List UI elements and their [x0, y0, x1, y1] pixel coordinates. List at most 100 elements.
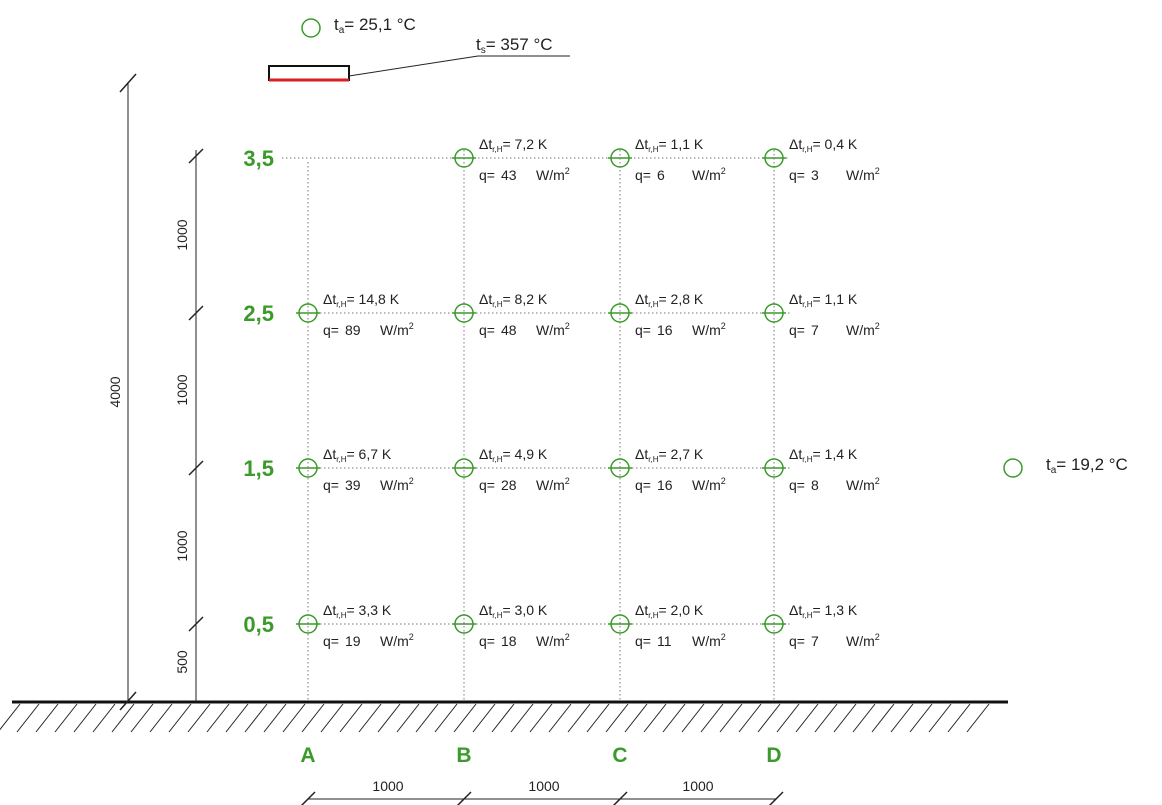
hatch-stroke: [890, 703, 914, 733]
hatch-stroke: [73, 703, 97, 733]
hatch-stroke: [244, 703, 268, 733]
hatch-stroke: [586, 703, 610, 733]
sensor-marker-icon: [610, 303, 630, 323]
delta-t-label: Δtr,H= 1,3 K: [789, 602, 858, 620]
level-label: 1,5: [243, 456, 274, 481]
heat-flux-label: q= 39: [323, 477, 361, 493]
delta-t-label: Δtr,H= 2,0 K: [635, 602, 704, 620]
ambient-top-sensor: ta= 25,1 °C: [301, 15, 416, 38]
sensor-point-b-3_5: Δtr,H= 7,2 K q= 43 W/m2: [452, 136, 570, 183]
hdim-label-0: 1000: [372, 778, 403, 794]
ground-hatching: [0, 703, 990, 733]
hatch-stroke: [434, 703, 458, 733]
sensor-marker-icon: [454, 614, 474, 634]
hatch-stroke: [757, 703, 781, 733]
heat-flux-label: q= 43: [479, 167, 517, 183]
sensor-marker-icon: [610, 614, 630, 634]
sensor-marker-icon: [454, 303, 474, 323]
hatch-stroke: [320, 703, 344, 733]
delta-t-label: Δtr,H= 7,2 K: [479, 136, 548, 154]
heat-flux-unit: W/m2: [846, 166, 880, 183]
hatch-stroke: [510, 703, 534, 733]
delta-t-label: Δtr,H= 8,2 K: [479, 291, 548, 309]
hatch-stroke: [795, 703, 819, 733]
column-label-d: D: [766, 744, 781, 767]
hatch-stroke: [681, 703, 705, 733]
delta-t-label: Δtr,H= 14,8 K: [323, 291, 400, 309]
hatch-stroke: [529, 703, 553, 733]
hatch-stroke: [643, 703, 667, 733]
ambient-right-label: ta= 19,2 °C: [1046, 455, 1128, 476]
hatch-stroke: [453, 703, 477, 733]
hatch-stroke: [738, 703, 762, 733]
total-height-label: 4000: [107, 376, 123, 407]
hatch-stroke: [301, 703, 325, 733]
delta-t-label: Δtr,H= 2,8 K: [635, 291, 704, 309]
heat-flux-label: q= 8: [789, 477, 819, 493]
hatch-stroke: [54, 703, 78, 733]
hatch-stroke: [491, 703, 515, 733]
sensor-point-a-1_5: Δtr,H= 6,7 K q= 39 W/m2: [296, 446, 414, 493]
ambient-right-sensor: ta= 19,2 °C: [1003, 455, 1128, 478]
level-label: 0,5: [243, 612, 274, 637]
sensor-marker-icon: [454, 458, 474, 478]
hdim-label-2: 1000: [682, 778, 713, 794]
heat-flux-label: q= 28: [479, 477, 517, 493]
hatch-stroke: [206, 703, 230, 733]
sensor-marker-icon: [764, 614, 784, 634]
heat-flux-unit: W/m2: [692, 476, 726, 493]
ambient-top-label: ta= 25,1 °C: [334, 15, 416, 36]
sensor-point-d-3_5: Δtr,H= 0,4 K q= 3 W/m2: [762, 136, 880, 183]
sensor-point-d-2_5: Δtr,H= 1,1 K q= 7 W/m2: [762, 291, 880, 338]
level-dimension-chain: 1000 1000 1000 500: [174, 148, 204, 702]
sensor-marker-icon: [764, 303, 784, 323]
heat-flux-unit: W/m2: [536, 632, 570, 649]
hatch-stroke: [966, 703, 990, 733]
delta-t-label: Δtr,H= 3,3 K: [323, 602, 392, 620]
heat-flux-unit: W/m2: [380, 321, 414, 338]
dim-label-1: 1000: [174, 530, 190, 561]
hatch-stroke: [149, 703, 173, 733]
sensor-marker-icon: [298, 614, 318, 634]
hatch-stroke: [833, 703, 857, 733]
hatch-stroke: [909, 703, 933, 733]
sensor-point-c-1_5: Δtr,H= 2,7 K q= 16 W/m2: [608, 446, 726, 493]
delta-t-label: Δtr,H= 0,4 K: [789, 136, 858, 154]
sensor-marker-icon: [610, 458, 630, 478]
sensor-marker-icon: [298, 303, 318, 323]
hatch-stroke: [700, 703, 724, 733]
hatch-stroke: [358, 703, 382, 733]
heat-flux-unit: W/m2: [846, 632, 880, 649]
hatch-stroke: [339, 703, 363, 733]
hatch-stroke: [263, 703, 287, 733]
hatch-stroke: [814, 703, 838, 733]
heat-flux-unit: W/m2: [692, 166, 726, 183]
hatch-stroke: [947, 703, 971, 733]
delta-t-label: Δtr,H= 2,7 K: [635, 446, 704, 464]
hatch-stroke: [377, 703, 401, 733]
hatch-stroke: [92, 703, 116, 733]
ambient-right-marker-icon: [1003, 458, 1023, 478]
hatch-stroke: [396, 703, 420, 733]
hatch-stroke: [168, 703, 192, 733]
sensor-point-a-0_5: Δtr,H= 3,3 K q= 19 W/m2: [296, 602, 414, 649]
heater-body: [268, 65, 350, 81]
hatch-stroke: [852, 703, 876, 733]
heat-flux-label: q= 11: [635, 633, 672, 649]
surface-temp-annotation: ts= 357 °C: [476, 35, 553, 56]
hatch-stroke: [35, 703, 59, 733]
dim-label-3: 1000: [174, 219, 190, 250]
total-height-dimension: 4000: [107, 73, 137, 711]
hatch-stroke: [719, 703, 743, 733]
sensor-point-d-0_5: Δtr,H= 1,3 K q= 7 W/m2: [762, 602, 880, 649]
heat-flux-unit: W/m2: [846, 476, 880, 493]
heater-leader-line: [348, 55, 479, 77]
hatch-stroke: [662, 703, 686, 733]
hatch-stroke: [16, 703, 40, 733]
ambient-top-marker-icon: [301, 18, 321, 38]
heat-flux-label: q= 3: [789, 167, 819, 183]
radiant-heater: [268, 55, 570, 82]
heat-flux-label: q= 6: [635, 167, 665, 183]
